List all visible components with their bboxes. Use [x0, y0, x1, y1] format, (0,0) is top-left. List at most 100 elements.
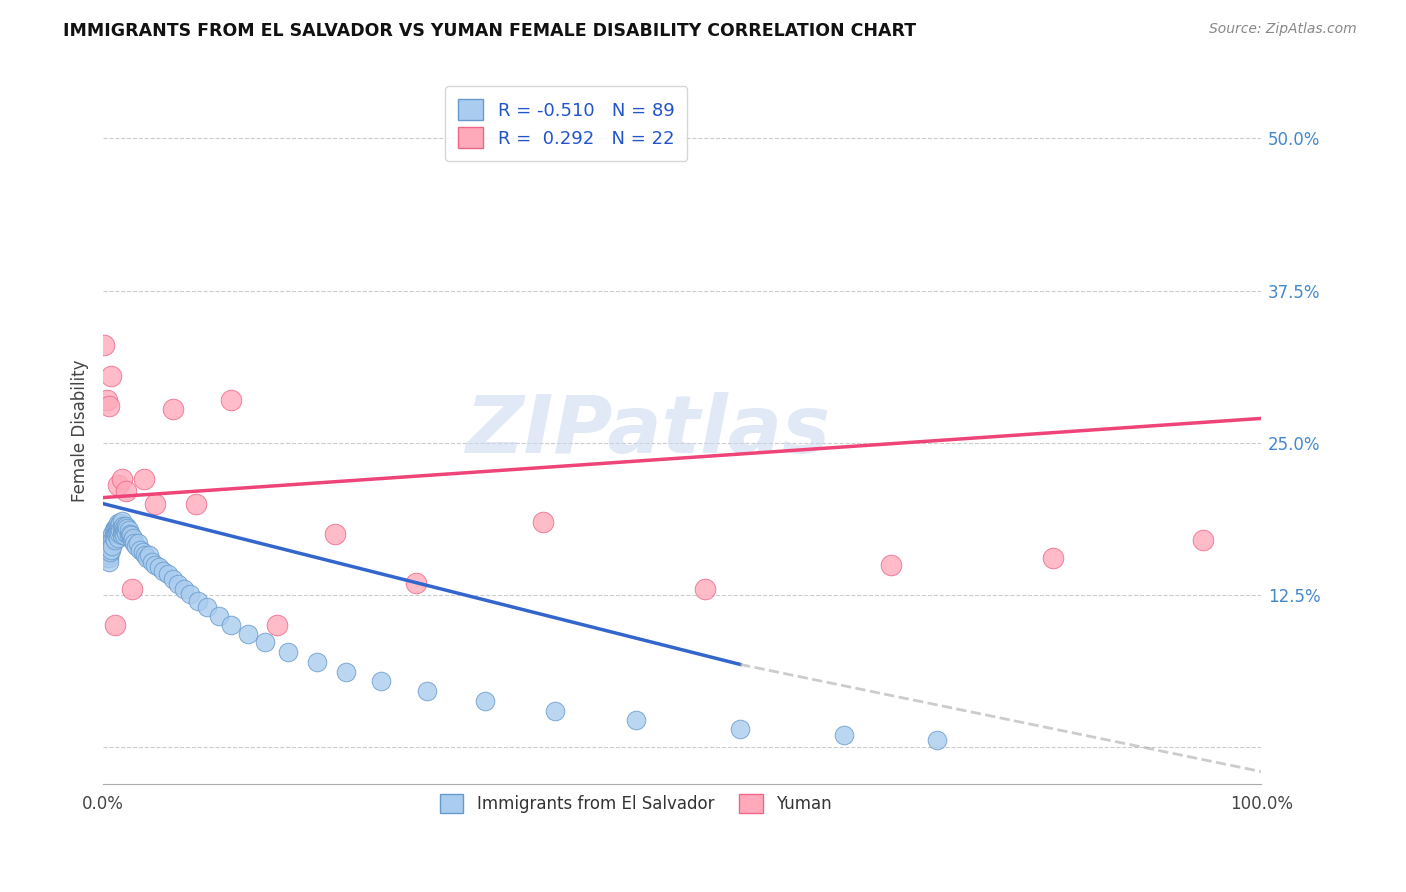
Point — [121, 582, 143, 596]
Point — [134, 548, 156, 562]
Point — [120, 528, 142, 542]
Point — [122, 531, 145, 545]
Point — [115, 525, 138, 540]
Point — [110, 516, 132, 530]
Point — [100, 368, 122, 383]
Point — [112, 521, 135, 535]
Point — [108, 525, 131, 540]
Point — [266, 618, 288, 632]
Point — [143, 497, 166, 511]
Point — [96, 545, 118, 559]
Point — [94, 543, 117, 558]
Point — [127, 535, 149, 549]
Point — [111, 472, 134, 486]
Point — [97, 555, 120, 569]
Point — [104, 521, 127, 535]
Point — [107, 516, 129, 530]
Point — [162, 572, 184, 586]
Point — [277, 645, 299, 659]
Point — [118, 527, 141, 541]
Point — [101, 533, 124, 548]
Point — [115, 518, 138, 533]
Point — [695, 582, 717, 596]
Point — [100, 531, 122, 545]
Point — [117, 528, 139, 542]
Point — [141, 555, 163, 569]
Point — [124, 535, 146, 549]
Point — [323, 527, 346, 541]
Point — [97, 535, 120, 549]
Point — [98, 539, 121, 553]
Point — [96, 539, 118, 553]
Point — [103, 531, 125, 545]
Point — [184, 497, 207, 511]
Point — [148, 560, 170, 574]
Point — [96, 393, 118, 408]
Point — [474, 694, 496, 708]
Point — [136, 551, 159, 566]
Point — [112, 528, 135, 542]
Point — [117, 521, 139, 535]
Point — [98, 545, 121, 559]
Point — [132, 472, 155, 486]
Point — [156, 567, 179, 582]
Point — [100, 543, 122, 558]
Point — [96, 551, 118, 566]
Point — [97, 548, 120, 562]
Point — [335, 665, 357, 679]
Point — [832, 728, 855, 742]
Point — [219, 393, 242, 408]
Point — [179, 587, 201, 601]
Point — [98, 533, 121, 548]
Point — [110, 524, 132, 538]
Point — [1192, 533, 1215, 548]
Point — [94, 548, 117, 562]
Point — [104, 533, 127, 548]
Point — [97, 551, 120, 566]
Point — [114, 524, 136, 538]
Legend: Immigrants from El Salvador, Yuman: Immigrants from El Salvador, Yuman — [429, 782, 844, 825]
Point — [531, 515, 554, 529]
Point — [101, 539, 124, 553]
Point — [173, 582, 195, 596]
Point — [111, 524, 134, 539]
Point — [416, 684, 439, 698]
Point — [111, 521, 134, 535]
Point — [131, 545, 153, 559]
Point — [104, 618, 127, 632]
Point — [307, 655, 329, 669]
Y-axis label: Female Disability: Female Disability — [72, 359, 89, 502]
Point — [728, 722, 751, 736]
Point — [195, 600, 218, 615]
Point — [107, 478, 129, 492]
Point — [219, 618, 242, 632]
Point — [236, 627, 259, 641]
Point — [97, 541, 120, 556]
Point — [187, 594, 209, 608]
Point — [105, 525, 128, 540]
Point — [121, 533, 143, 548]
Point — [97, 399, 120, 413]
Point — [108, 518, 131, 533]
Point — [370, 674, 392, 689]
Point — [111, 518, 134, 533]
Point — [105, 518, 128, 533]
Point — [124, 539, 146, 553]
Point — [97, 543, 120, 558]
Point — [208, 608, 231, 623]
Point — [129, 543, 152, 558]
Text: IMMIGRANTS FROM EL SALVADOR VS YUMAN FEMALE DISABILITY CORRELATION CHART: IMMIGRANTS FROM EL SALVADOR VS YUMAN FEM… — [63, 22, 917, 40]
Point — [97, 548, 120, 562]
Point — [111, 514, 134, 528]
Point — [104, 521, 127, 535]
Point — [624, 714, 647, 728]
Point — [117, 524, 139, 538]
Point — [138, 548, 160, 562]
Point — [104, 527, 127, 541]
Point — [93, 545, 115, 559]
Point — [115, 484, 138, 499]
Point — [104, 527, 127, 541]
Text: ZIPatlas: ZIPatlas — [465, 392, 830, 469]
Point — [254, 635, 277, 649]
Point — [544, 704, 567, 718]
